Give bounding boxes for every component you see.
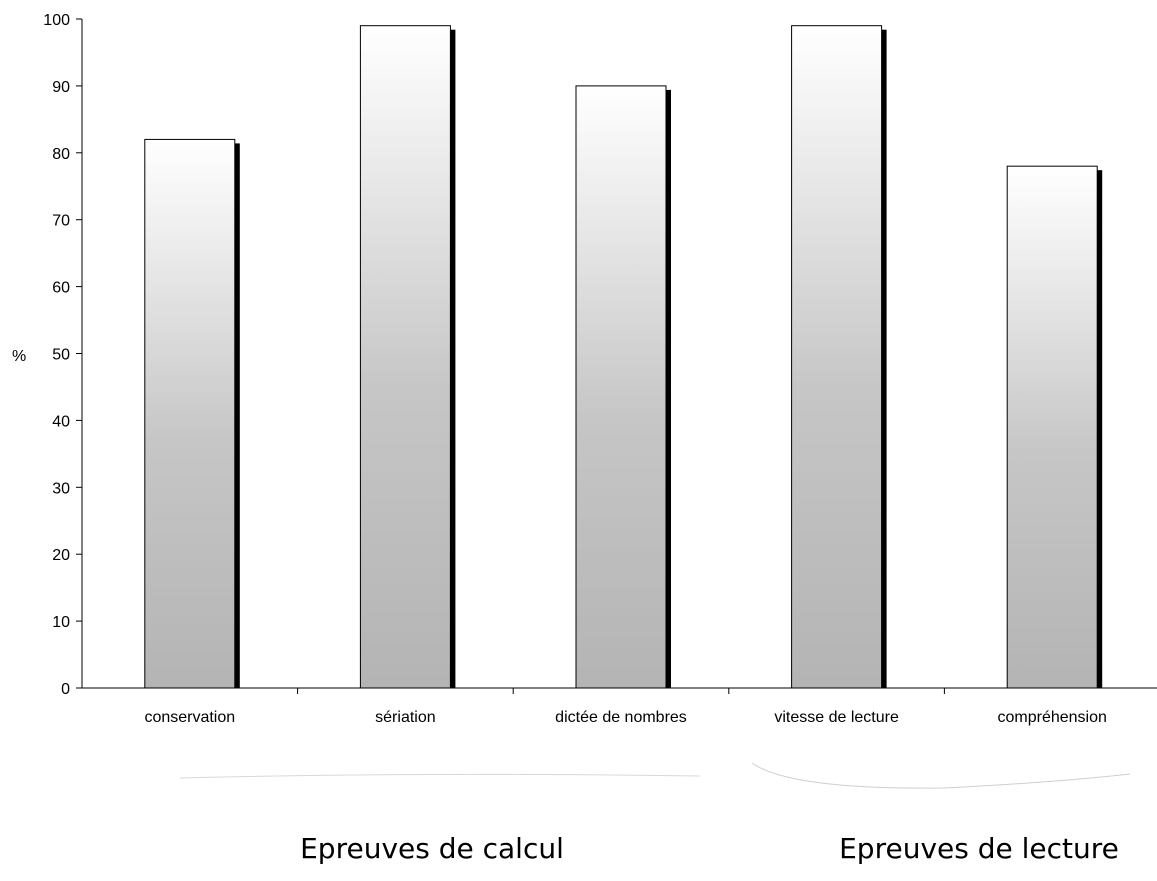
x-category-label: sériation (375, 709, 435, 726)
y-tick-label: 90 (52, 79, 70, 96)
bar-3 (575, 85, 667, 689)
x-category-label: conservation (144, 709, 235, 726)
group-label-lecture: Epreuves de lecture (839, 832, 1119, 865)
y-tick-label: 30 (52, 480, 70, 497)
y-tick-label: 70 (52, 213, 70, 230)
y-tick-label: 0 (61, 681, 70, 698)
group-label-calcul: Epreuves de calcul (300, 832, 564, 865)
y-tick-label: 80 (52, 146, 70, 163)
bar-4 (791, 25, 883, 689)
x-category-label: vitesse de lecture (774, 709, 899, 726)
calcul-group-brace (179, 773, 701, 779)
y-tick-label: 100 (43, 12, 70, 29)
y-tick-label: 50 (52, 347, 70, 364)
x-category-label: compréhension (997, 709, 1106, 726)
y-axis: 0 10 20 30 40 50 60 70 80 90 100 (43, 12, 83, 698)
y-tick-label: 20 (52, 547, 70, 564)
lecture-group-brace (751, 762, 1131, 789)
x-axis (82, 687, 1157, 694)
y-tick-label: 60 (52, 280, 70, 297)
y-tick-label: 10 (52, 614, 70, 631)
x-category-label: dictée de nombres (555, 709, 687, 726)
bar-5 (1006, 165, 1098, 689)
category-labels: conservation sériation dictée de nombres vi… (144, 709, 1106, 726)
y-tick-label: 40 (52, 413, 70, 430)
bars-layer (144, 25, 1103, 689)
bar-2 (359, 25, 451, 689)
bar-1 (144, 138, 236, 689)
y-axis-label: % (12, 348, 26, 365)
